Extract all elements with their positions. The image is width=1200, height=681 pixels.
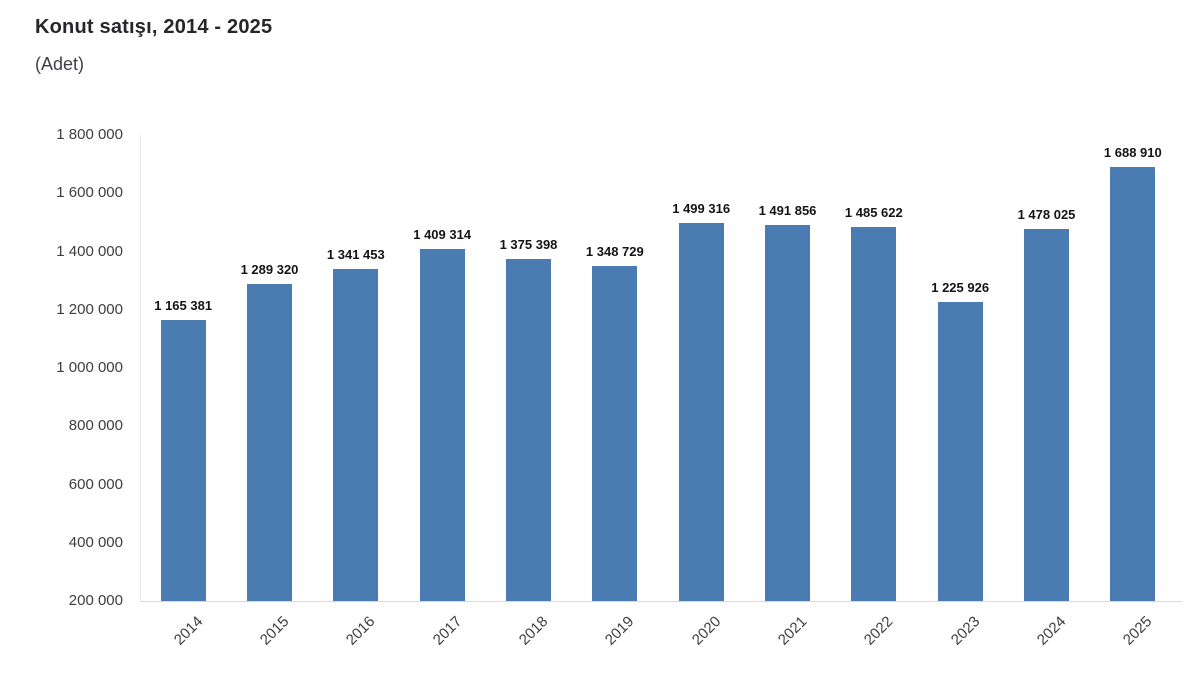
x-axis-label: 2023 (947, 613, 984, 649)
bar[interactable] (765, 224, 810, 601)
x-axis-label: 2022 (861, 613, 897, 649)
bar-value-label: 1 478 025 (1017, 206, 1076, 222)
bar-value-label: 1 289 320 (240, 261, 299, 277)
y-tick-label: 800 000 (68, 417, 123, 435)
y-tick-label: 1 200 000 (56, 300, 123, 318)
x-axis-label: 2024 (1033, 613, 1070, 649)
bar[interactable] (1024, 228, 1069, 601)
y-tick-label: 1 800 000 (56, 126, 123, 143)
chart-title: Konut satışı, 2014 - 2025 (35, 16, 273, 38)
bar[interactable] (678, 222, 724, 601)
bar-value-label: 1 165 381 (154, 297, 213, 313)
bar-value-label: 1 485 622 (844, 204, 903, 220)
bar-value-label: 1 499 316 (672, 200, 731, 216)
bar-value-label: 1 348 729 (585, 244, 644, 260)
y-tick-label: 1 400 000 (56, 242, 123, 260)
x-axis-label: 2025 (1120, 613, 1156, 649)
x-axis-label: 2018 (515, 613, 552, 649)
bar-value-label: 1 341 453 (326, 246, 385, 262)
bar[interactable] (160, 319, 206, 601)
bar[interactable] (851, 226, 897, 601)
x-axis-label: 2021 (774, 613, 811, 649)
bar-value-label: 1 409 314 (413, 226, 472, 242)
bar-value-label: 1 491 856 (758, 202, 817, 218)
y-tick-label: 1 600 000 (56, 184, 123, 202)
x-axis-label: 2014 (170, 613, 207, 649)
y-tick-label: 400 000 (68, 533, 123, 551)
y-axis-line (140, 135, 141, 601)
x-axis-label: 2016 (343, 613, 379, 649)
y-tick-label: 200 000 (68, 592, 123, 609)
x-axis-line (140, 601, 1182, 602)
bar-value-label: 1 225 926 (931, 280, 990, 296)
bar[interactable] (937, 302, 983, 601)
bar-value-label: 1 688 910 (1103, 145, 1162, 161)
bar[interactable] (592, 266, 638, 601)
bar[interactable] (333, 268, 379, 601)
bar[interactable] (506, 258, 551, 601)
x-axis-label: 2015 (256, 613, 293, 649)
x-axis-label: 2017 (429, 613, 466, 649)
bar[interactable] (419, 248, 465, 601)
x-axis-label: 2020 (688, 613, 725, 649)
bar-value-label: 1 375 398 (499, 236, 558, 252)
chart-subtitle: (Adet) (35, 54, 85, 74)
bar[interactable] (1110, 167, 1156, 601)
y-tick-label: 600 000 (68, 475, 123, 493)
x-axis-label: 2019 (602, 613, 638, 649)
y-tick-label: 1 000 000 (56, 359, 123, 376)
bar[interactable] (247, 283, 292, 601)
